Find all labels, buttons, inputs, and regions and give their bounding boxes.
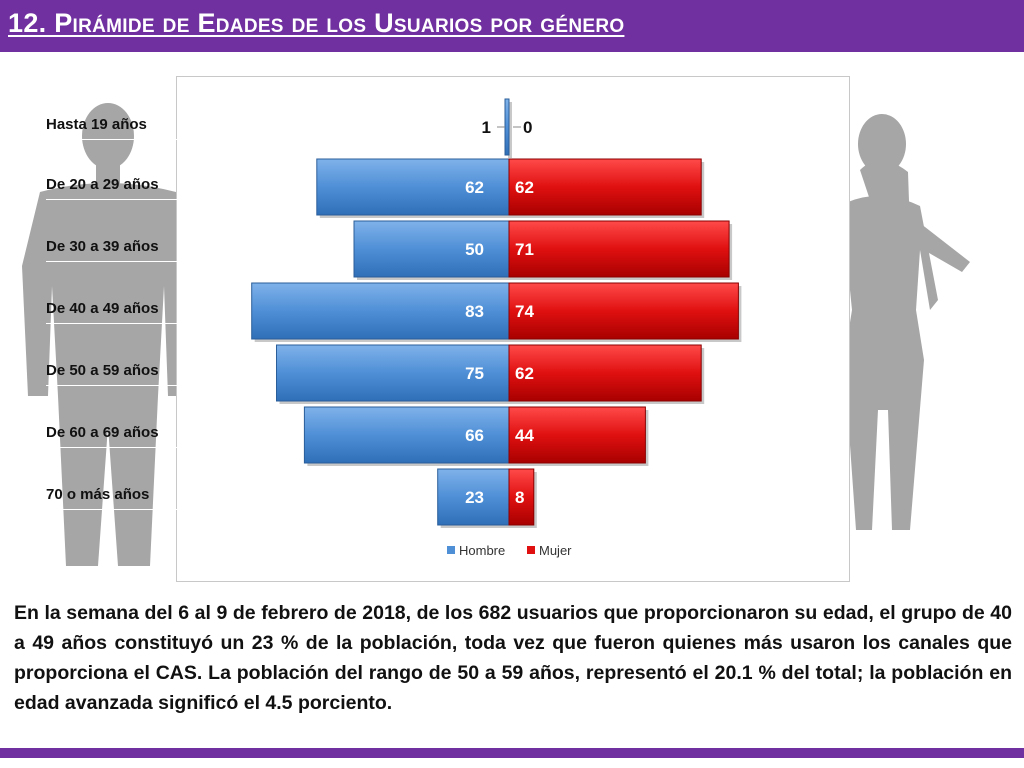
bar-hombre-6 <box>437 468 510 526</box>
legend-label-mujer: Mujer <box>539 543 572 558</box>
data-label-hombre-5: 66 <box>465 426 484 445</box>
category-label-3: De 40 a 49 años <box>46 300 178 324</box>
woman-silhouette-icon <box>764 114 970 530</box>
data-label-hombre-3: 83 <box>465 302 484 321</box>
bar-mujer-2 <box>508 220 730 278</box>
data-label-mujer-2: 71 <box>515 240 534 259</box>
bar-shadow-hombre <box>508 102 512 158</box>
bar-mujer-3 <box>508 282 739 340</box>
category-label-2: De 30 a 39 años <box>46 238 178 262</box>
category-label-5: De 60 a 69 años <box>46 424 178 448</box>
category-label-6: 70 o más años <box>46 486 178 510</box>
data-label-mujer-4: 62 <box>515 364 534 383</box>
bar-hombre-3 <box>251 282 510 340</box>
bar-hombre-5 <box>303 406 510 464</box>
bar-mujer-5 <box>508 406 646 464</box>
data-label-hombre-1: 62 <box>465 178 484 197</box>
page-title: 12. Pirámide de Edades de los Usuarios p… <box>8 8 625 38</box>
data-label-mujer-0: 0 <box>523 118 532 137</box>
bar-mujer-1 <box>508 158 702 216</box>
data-label-hombre-6: 23 <box>465 488 484 507</box>
legend-swatch-hombre <box>447 546 455 554</box>
category-label-4: De 50 a 59 años <box>46 362 178 386</box>
data-label-mujer-5: 44 <box>515 426 534 445</box>
category-label-0: Hasta 19 años <box>46 116 178 140</box>
man-silhouette-icon <box>22 103 194 566</box>
legend-label-hombre: Hombre <box>459 543 505 558</box>
data-label-mujer-3: 74 <box>515 302 534 321</box>
pyramid-chart: 1 0 62 62 50 71 83 74 75 62 66 44 23 8 Hombre Mujer <box>176 76 850 582</box>
bar-hombre-0 <box>504 98 510 156</box>
data-label-hombre-0: 1 <box>482 118 491 137</box>
pyramid-chart-svg: 1 0 62 62 50 71 83 74 75 62 66 44 23 8 Hombre Mujer <box>251 98 742 558</box>
bar-mujer-4 <box>508 344 702 402</box>
data-label-hombre-4: 75 <box>465 364 484 383</box>
bar-hombre-4 <box>276 344 510 402</box>
legend-swatch-mujer <box>527 546 535 554</box>
bar-mujer-6 <box>508 468 535 526</box>
bar-hombre-2 <box>353 220 510 278</box>
description-text: En la semana del 6 al 9 de febrero de 20… <box>14 602 1012 714</box>
footer-bar <box>0 748 1024 758</box>
header-bar: 12. Pirámide de Edades de los Usuarios p… <box>0 0 1024 52</box>
category-label-1: De 20 a 29 años <box>46 176 178 200</box>
data-label-mujer-6: 8 <box>515 488 524 507</box>
data-label-mujer-1: 62 <box>515 178 534 197</box>
bar-hombre-1 <box>316 158 510 216</box>
data-label-hombre-2: 50 <box>465 240 484 259</box>
